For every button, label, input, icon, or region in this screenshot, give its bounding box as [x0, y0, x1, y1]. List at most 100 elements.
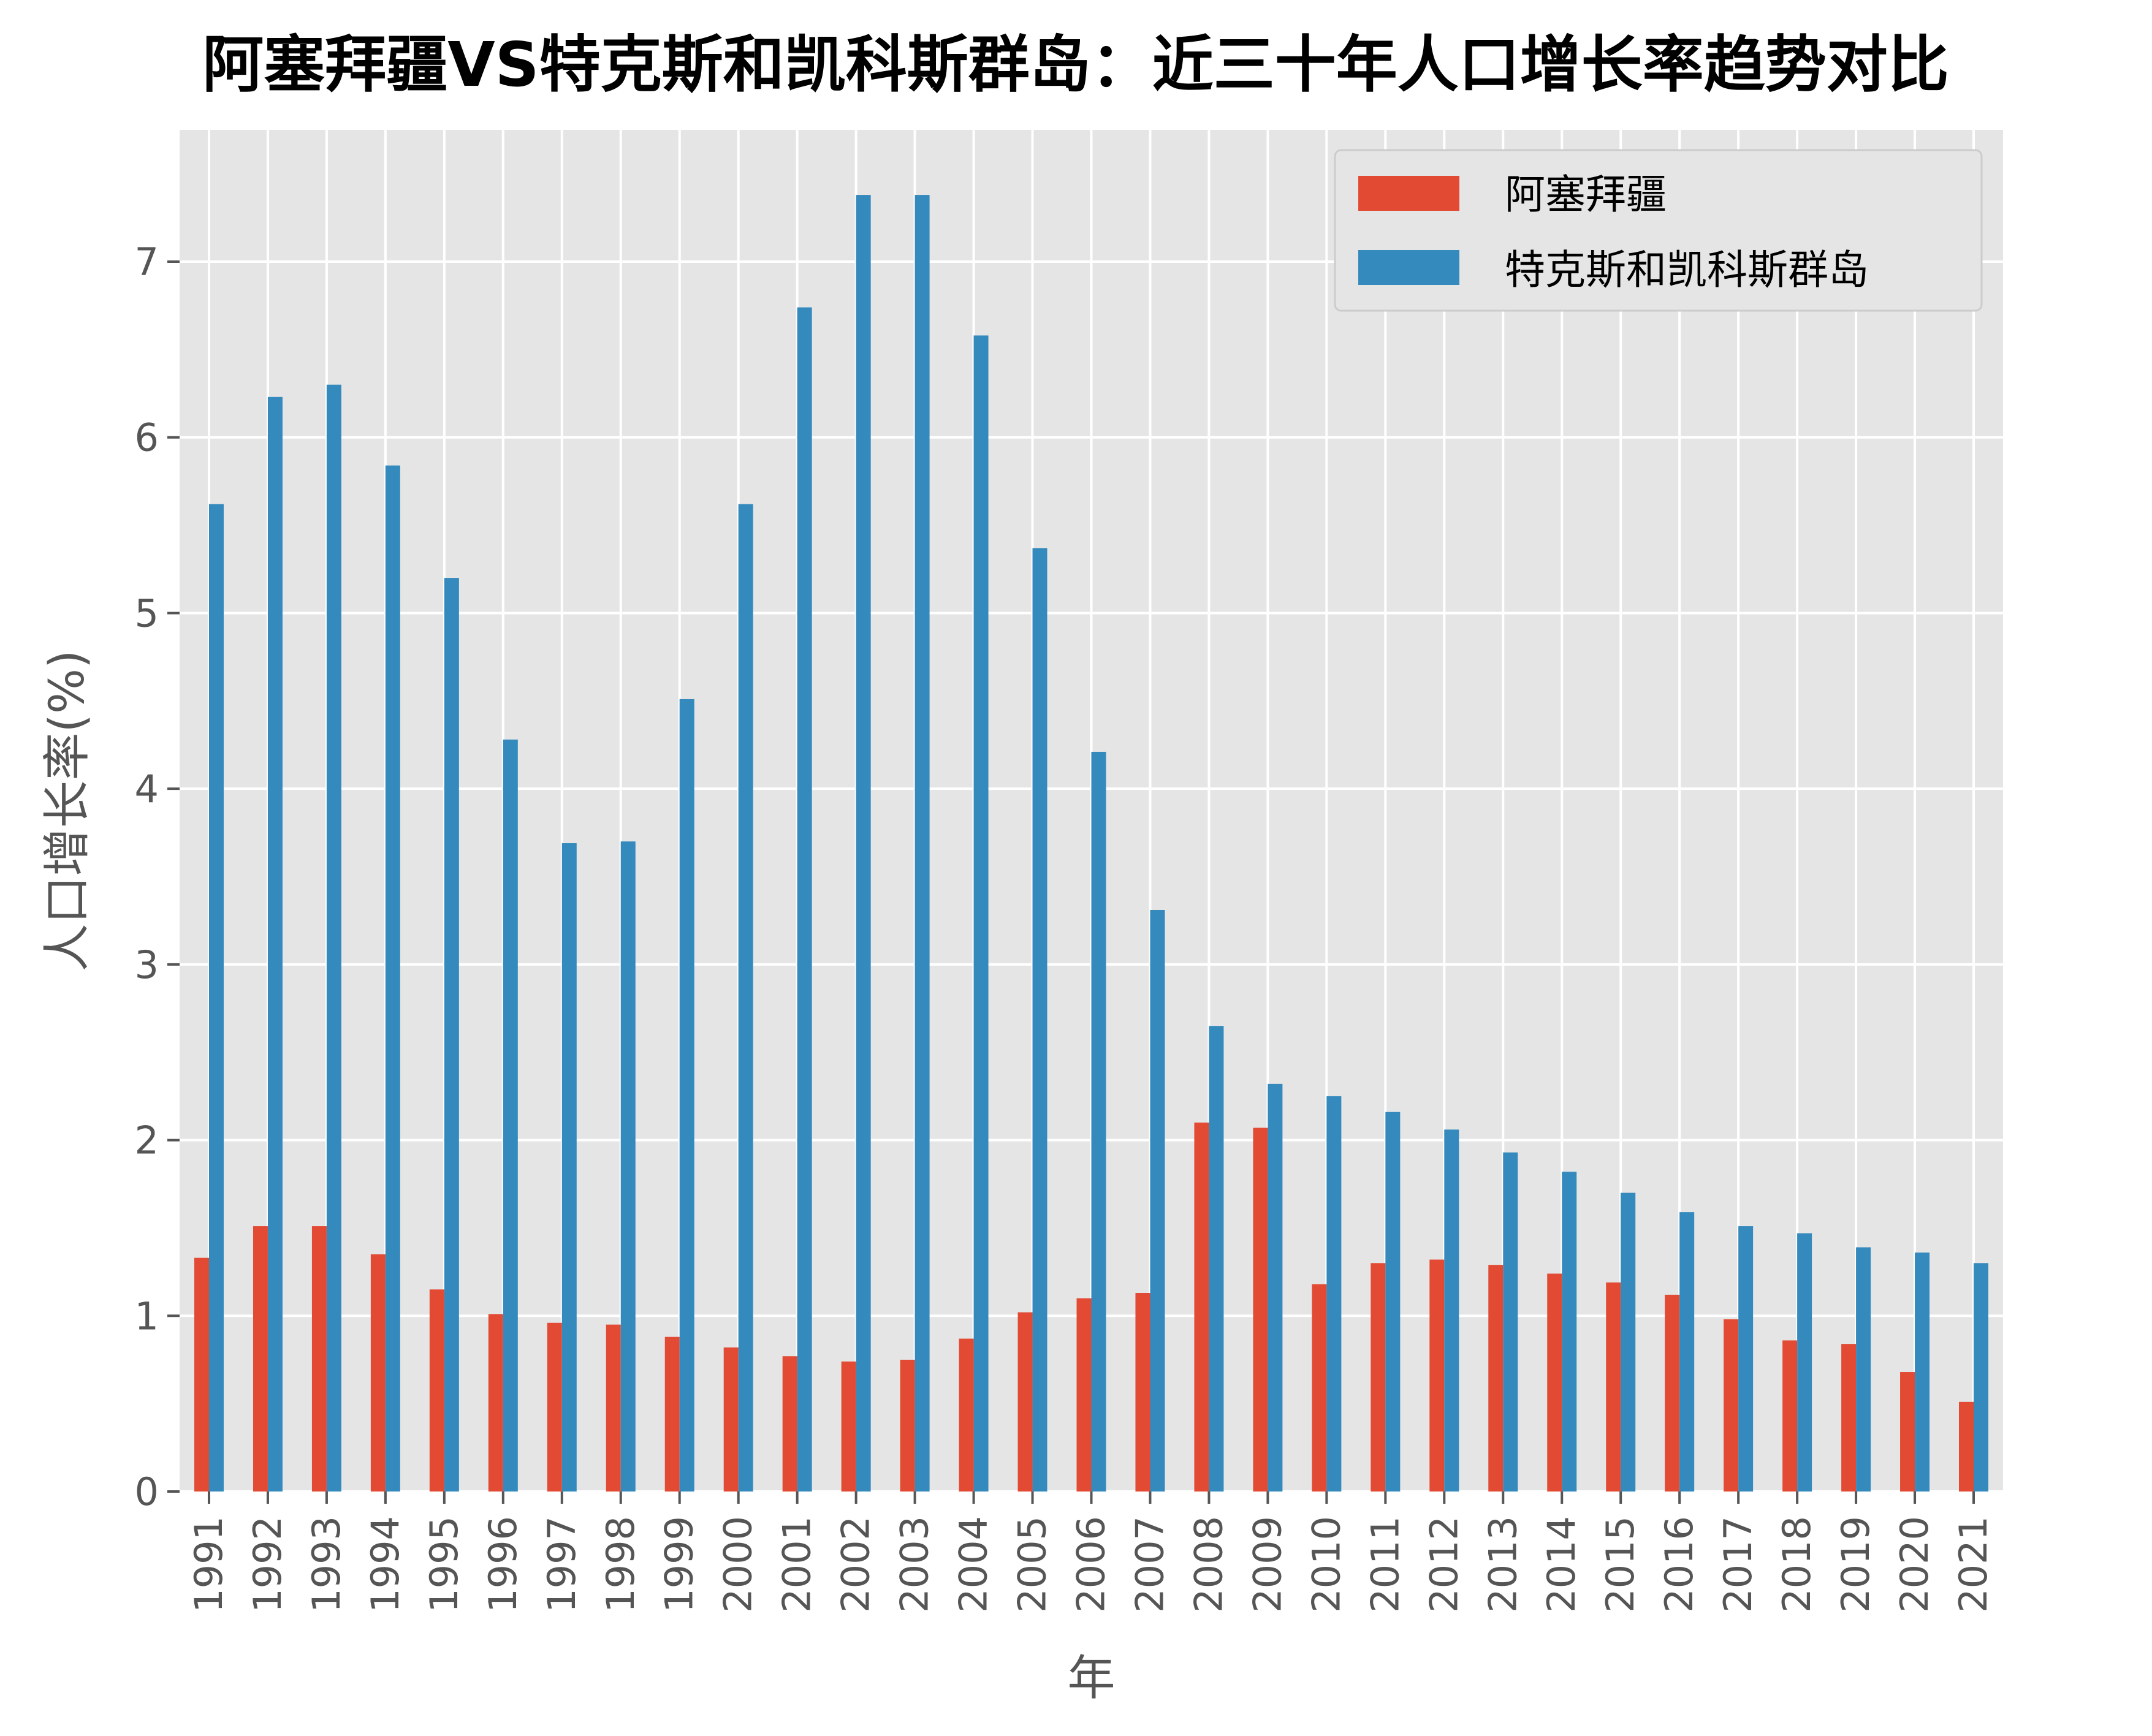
legend-label-azerbaijan: 阿塞拜疆	[1505, 171, 1667, 218]
chart-title: 阿塞拜疆VS特克斯和凯科斯群岛：近三十年人口增长率趋势对比	[202, 29, 1949, 100]
legend-box	[1334, 149, 1983, 312]
bar-azerbaijan	[1841, 1344, 1857, 1492]
y-axis-label: 人口增长率(%)	[40, 650, 95, 972]
x-tick-label: 2016	[1657, 1516, 1701, 1613]
bar-azerbaijan	[1076, 1298, 1092, 1492]
bar-turks-caicos	[679, 699, 694, 1492]
x-tick-label: 2006	[1069, 1516, 1114, 1613]
bar-azerbaijan	[194, 1257, 209, 1492]
y-tick-label: 4	[135, 767, 159, 811]
bar-azerbaijan	[547, 1322, 562, 1492]
x-tick-label: 2020	[1892, 1516, 1937, 1613]
bar-azerbaijan	[1017, 1312, 1033, 1492]
bar-turks-caicos	[503, 739, 518, 1492]
bar-turks-caicos	[385, 465, 400, 1492]
bar-turks-caicos	[1503, 1152, 1518, 1492]
x-tick-label: 1992	[245, 1516, 290, 1613]
bar-turks-caicos	[1209, 1026, 1224, 1492]
legend-swatch-turks-caicos	[1358, 250, 1459, 285]
bar-turks-caicos	[973, 335, 989, 1492]
x-tick-label: 2007	[1127, 1516, 1172, 1613]
bar-turks-caicos	[1091, 751, 1106, 1492]
legend: 阿塞拜疆 特克斯和凯科斯群岛	[1334, 149, 1983, 312]
bar-turks-caicos	[1032, 548, 1047, 1492]
axes: 0 1 2 3 4 5 6 7 1991 1992 1993 1994 1995 1996 1997 1998…	[135, 240, 1996, 1613]
x-tick-label: 2014	[1539, 1516, 1584, 1613]
bar-azerbaijan	[1959, 1401, 1974, 1492]
bar-turks-caicos	[1856, 1247, 1871, 1492]
bar-azerbaijan	[1665, 1294, 1680, 1492]
bar-turks-caicos	[1915, 1253, 1930, 1492]
x-tick-label: 1993	[304, 1516, 349, 1613]
bar-turks-caicos	[1150, 909, 1165, 1492]
bar-azerbaijan	[1606, 1282, 1621, 1492]
x-tick-label: 1999	[657, 1516, 702, 1613]
bar-azerbaijan	[1429, 1259, 1445, 1492]
bar-azerbaijan	[311, 1226, 327, 1492]
bar-turks-caicos	[1444, 1129, 1459, 1492]
bar-azerbaijan	[488, 1314, 503, 1492]
y-tick-label: 2	[135, 1118, 159, 1163]
x-tick-label: 2015	[1598, 1516, 1643, 1613]
bar-azerbaijan	[841, 1361, 856, 1492]
bar-azerbaijan	[429, 1289, 444, 1492]
x-tick-label: 2010	[1304, 1516, 1348, 1613]
bar-azerbaijan	[1547, 1273, 1562, 1492]
bar-azerbaijan	[1194, 1122, 1209, 1492]
bar-turks-caicos	[1738, 1226, 1754, 1492]
bar-azerbaijan	[1312, 1284, 1327, 1492]
y-tick-label: 7	[135, 240, 159, 284]
bar-azerbaijan	[606, 1324, 621, 1492]
x-tick-label: 2011	[1363, 1516, 1407, 1613]
bar-azerbaijan	[1488, 1265, 1504, 1492]
bar-turks-caicos	[1679, 1212, 1695, 1492]
bar-turks-caicos	[914, 195, 930, 1492]
legend-label-turks-caicos: 特克斯和凯科斯群岛	[1505, 246, 1869, 294]
x-tick-label: 1995	[422, 1516, 466, 1613]
bar-turks-caicos	[267, 396, 283, 1492]
bar-turks-caicos	[444, 578, 459, 1492]
x-tick-label: 2019	[1833, 1516, 1878, 1613]
bar-azerbaijan	[1135, 1293, 1150, 1492]
x-tick-label: 2003	[892, 1516, 937, 1613]
bar-azerbaijan	[1253, 1128, 1268, 1492]
x-tick-label: 2000	[716, 1516, 761, 1613]
bar-turks-caicos	[1562, 1172, 1577, 1492]
bar-azerbaijan	[370, 1254, 386, 1492]
bar-azerbaijan	[723, 1347, 739, 1492]
y-tick-label: 3	[135, 942, 159, 987]
x-tick-label: 2002	[834, 1516, 878, 1613]
y-tick-label: 0	[135, 1469, 159, 1514]
x-tick-label: 1991	[186, 1516, 231, 1613]
y-tick-label: 1	[135, 1294, 159, 1338]
x-tick-label: 2008	[1186, 1516, 1231, 1613]
x-tick-label: 2017	[1716, 1516, 1760, 1613]
x-tick-label: 2005	[1010, 1516, 1055, 1613]
bar-turks-caicos	[326, 384, 341, 1492]
bar-turks-caicos	[1974, 1263, 1989, 1492]
x-tick-label: 1994	[363, 1516, 408, 1613]
y-tick-label: 5	[135, 591, 159, 635]
x-tick-label: 2001	[775, 1516, 819, 1613]
bar-azerbaijan	[1900, 1372, 1915, 1492]
bars	[194, 195, 1989, 1492]
bar-turks-caicos	[1326, 1096, 1342, 1492]
x-tick-label: 2018	[1774, 1516, 1819, 1613]
bar-turks-caicos	[797, 307, 812, 1492]
x-tick-label: 1997	[539, 1516, 584, 1613]
bar-azerbaijan	[1782, 1340, 1798, 1492]
x-tick-label: 2004	[951, 1516, 996, 1613]
bar-turks-caicos	[620, 841, 636, 1492]
bar-azerbaijan	[782, 1356, 797, 1492]
bar-azerbaijan	[1724, 1319, 1739, 1492]
bar-turks-caicos	[561, 843, 577, 1492]
legend-swatch-azerbaijan	[1358, 176, 1459, 211]
bar-turks-caicos	[738, 504, 753, 1492]
x-tick-label: 2012	[1421, 1516, 1466, 1613]
bar-turks-caicos	[1621, 1192, 1636, 1492]
bar-azerbaijan	[664, 1336, 680, 1492]
x-tick-label: 2021	[1951, 1516, 1996, 1613]
y-tick-label: 6	[135, 415, 159, 460]
bar-turks-caicos	[1797, 1233, 1812, 1492]
